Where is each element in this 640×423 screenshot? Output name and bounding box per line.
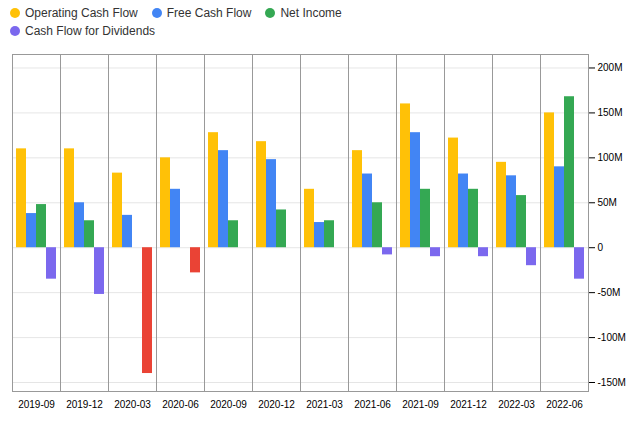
- svg-text:2020-12: 2020-12: [258, 399, 295, 410]
- svg-text:-150M: -150M: [598, 377, 626, 388]
- svg-text:2019-12: 2019-12: [66, 399, 103, 410]
- svg-text:2020-03: 2020-03: [114, 399, 151, 410]
- svg-text:150M: 150M: [598, 107, 623, 118]
- svg-text:50M: 50M: [598, 197, 617, 208]
- svg-text:2020-06: 2020-06: [162, 399, 199, 410]
- svg-text:0: 0: [598, 242, 604, 253]
- svg-text:2021-09: 2021-09: [402, 399, 439, 410]
- html-text:Operating Cash Flow: Operating Cash Flow: [25, 6, 138, 20]
- svg-text:2021-03: 2021-03: [306, 399, 343, 410]
- svg-text:2019-09: 2019-09: [18, 399, 55, 410]
- svg-text:100M: 100M: [598, 152, 623, 163]
- svg-text:-100M: -100M: [598, 332, 626, 343]
- svg-text:2021-06: 2021-06: [354, 399, 391, 410]
- html-text:Cash Flow for Dividends: Cash Flow for Dividends: [25, 24, 156, 38]
- html-text:Net Income: Net Income: [280, 6, 342, 20]
- svg-text:2020-09: 2020-09: [210, 399, 247, 410]
- svg-text:-50M: -50M: [598, 287, 621, 298]
- svg-text:200M: 200M: [598, 62, 623, 73]
- html-text:Free Cash Flow: Free Cash Flow: [166, 6, 252, 20]
- svg-text:2022-06: 2022-06: [546, 399, 583, 410]
- svg-text:2021-12: 2021-12: [450, 399, 487, 410]
- svg-text:2022-03: 2022-03: [498, 399, 535, 410]
